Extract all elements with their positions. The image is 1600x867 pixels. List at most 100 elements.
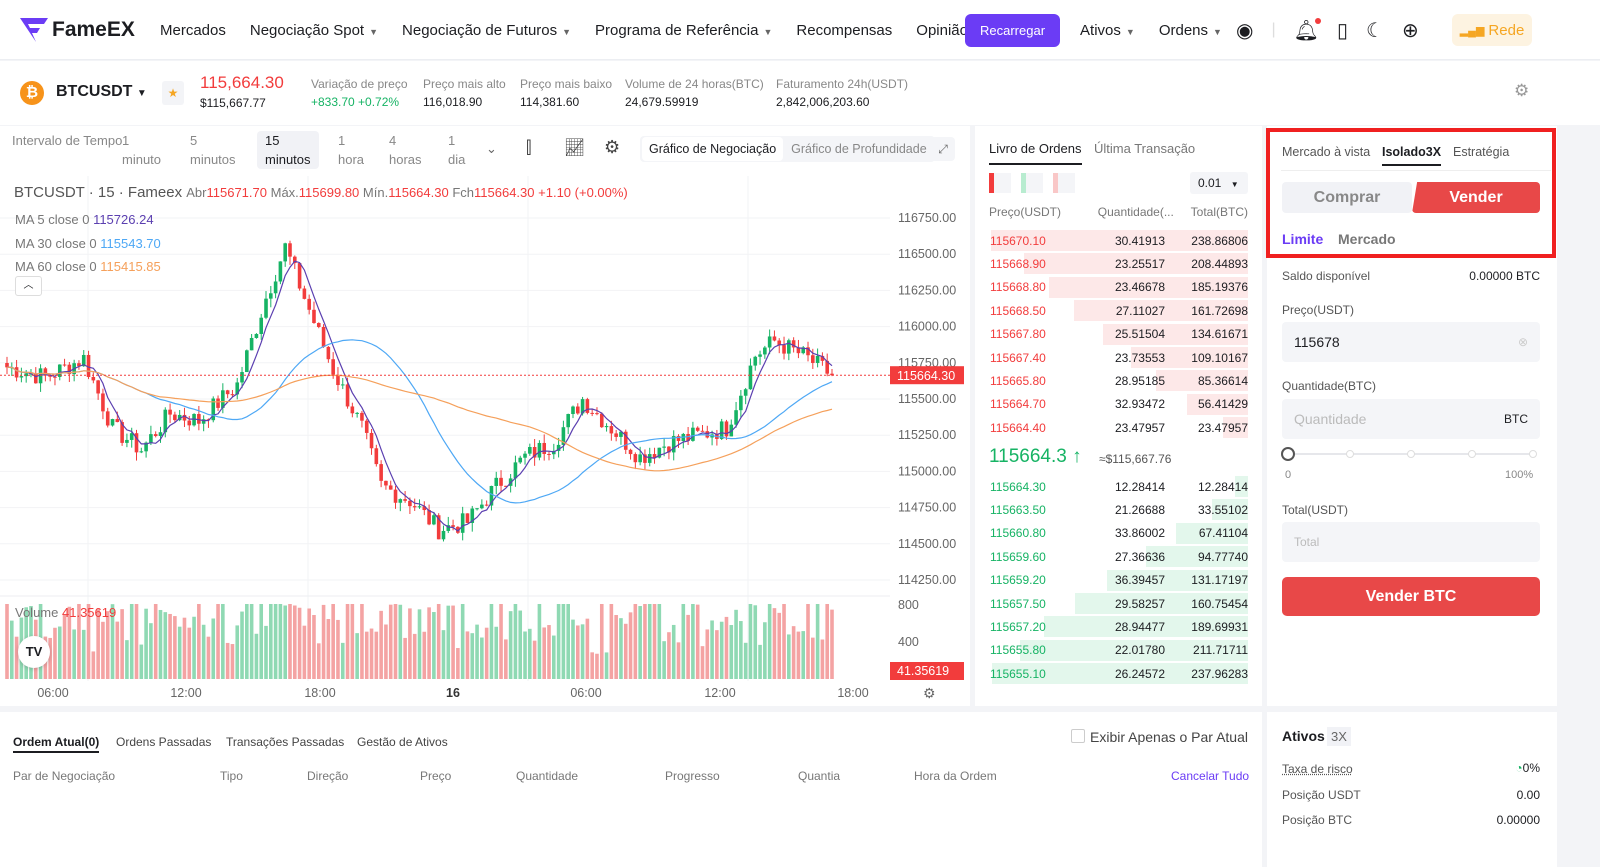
network-button[interactable]: ▂▄▆ Rede <box>1452 14 1532 46</box>
bids-row[interactable]: 115663.50 21.26688 33.55102 <box>990 498 1248 521</box>
collapse-legend-chevron-up-icon[interactable]: ︿ <box>15 276 42 296</box>
book-price: 115664.70 <box>990 397 1046 412</box>
indicator-chart-icon[interactable]: 📈︎ <box>564 138 586 157</box>
book-total: 211.71711 <box>1193 643 1248 658</box>
cancel-all-link[interactable]: Cancelar Tudo <box>1171 769 1250 783</box>
download-icon[interactable]: ▯ <box>1337 19 1349 42</box>
candle-body <box>81 354 86 367</box>
slider-tick[interactable] <box>1529 450 1537 458</box>
tab-asset-management[interactable]: Gestão de Ativos <box>357 735 448 749</box>
nav-markets[interactable]: Mercados <box>160 21 226 39</box>
asks-row[interactable]: 115665.80 28.95185 85.36614 <box>990 369 1248 392</box>
bell-icon[interactable]: 🔔︎ <box>1293 17 1321 42</box>
candlestick-chart[interactable]: 116750.00116500.00116250.00116000.001157… <box>0 176 970 706</box>
volume-bar <box>355 633 359 679</box>
only-current-pair-checkbox[interactable] <box>1071 729 1085 743</box>
sell-tab-button[interactable]: Vender <box>1412 182 1540 213</box>
depth-chart-tab[interactable]: Gráfico de Profundidade <box>791 142 927 156</box>
asks-row[interactable]: 115668.80 23.46678 185.19376 <box>990 276 1248 299</box>
bids-row[interactable]: 115660.80 33.86002 67.41104 <box>990 522 1248 545</box>
moon-icon[interactable]: ☾ <box>1366 19 1384 42</box>
view-asks-icon[interactable] <box>1053 173 1075 193</box>
asks-row[interactable]: 115668.50 27.11027 161.72698 <box>990 299 1248 322</box>
favorite-star-icon[interactable]: ★ <box>162 81 184 105</box>
quantity-input[interactable]: Quantidade BTC <box>1282 399 1540 439</box>
slider-handle[interactable] <box>1281 447 1295 461</box>
settings-gear-icon[interactable]: ⚙ <box>1514 81 1530 100</box>
tab-spot-market[interactable]: Mercado à vista <box>1282 145 1371 159</box>
clear-icon[interactable]: ⊗ <box>1517 335 1528 349</box>
asks-row[interactable]: 115668.90 23.25517 208.44893 <box>990 252 1248 275</box>
candle-body <box>129 433 134 440</box>
tab-last-trades[interactable]: Última Transação <box>1094 141 1196 156</box>
tab-order-history[interactable]: Ordens Passadas <box>116 735 212 749</box>
asks-row[interactable]: 115664.70 32.93472 56.41429 <box>990 393 1248 416</box>
bids-row[interactable]: 115655.80 22.01780 211.71711 <box>990 639 1248 662</box>
interval-option[interactable]: 1 minuto <box>122 131 161 169</box>
col-progress: Progresso <box>665 769 720 783</box>
sell-btc-button[interactable]: Vender BTC <box>1282 577 1540 616</box>
volume-bar <box>441 630 446 679</box>
tab-current-orders[interactable]: Ordem Atual(0) <box>13 735 100 753</box>
interval-option[interactable]: 5 minutos <box>190 131 236 169</box>
candle-body <box>5 362 9 368</box>
time-settings-icon[interactable]: ⚙ <box>923 685 936 701</box>
nav-orders[interactable]: Ordens ▼ <box>1159 22 1222 39</box>
globe-icon[interactable]: ⊕ <box>1401 19 1419 42</box>
tab-isolated-3x[interactable]: Isolado3X <box>1382 145 1442 166</box>
slider-tick[interactable] <box>1468 450 1476 458</box>
pair-selector[interactable]: BTCUSDT ▼ <box>56 83 147 101</box>
tab-strategy[interactable]: Estratégia <box>1453 145 1510 159</box>
candle-body <box>556 444 561 451</box>
bids-row[interactable]: 115664.30 12.28414 12.28414 <box>990 475 1248 498</box>
volume-bar <box>801 631 806 679</box>
candle-body <box>216 398 220 408</box>
view-both-icon[interactable] <box>989 173 1011 193</box>
trading-chart-tab[interactable]: Gráfico de Negociação <box>642 137 784 161</box>
candle-body <box>283 243 287 262</box>
asks-row[interactable]: 115667.40 23.73553 109.10167 <box>990 346 1248 369</box>
candle-body <box>269 293 273 299</box>
tab-order-book[interactable]: Livro de Ordens <box>989 141 1082 165</box>
asks-row[interactable]: 115670.10 30.41913 238.86806 <box>990 229 1248 252</box>
order-type-limit[interactable]: Limite <box>1282 231 1324 247</box>
interval-option[interactable]: 1 dia <box>448 131 465 169</box>
bids-row[interactable]: 115655.10 26.24572 237.96283 <box>990 662 1248 685</box>
price-input[interactable]: 115678 ⊗ <box>1282 322 1540 362</box>
more-intervals-chevron-icon[interactable]: ⌄ <box>486 141 497 156</box>
interval-option[interactable]: 15 minutos <box>257 131 319 169</box>
tab-trade-history[interactable]: Transações Passadas <box>226 735 345 749</box>
buy-tab-button[interactable]: Comprar <box>1282 182 1412 213</box>
nav-spot[interactable]: Negociação Spot ▼ <box>250 22 378 39</box>
bids-row[interactable]: 115659.60 27.36636 94.77740 <box>990 545 1248 568</box>
nav-assets[interactable]: Ativos ▼ <box>1080 22 1135 39</box>
view-bids-icon[interactable] <box>1021 173 1043 193</box>
nav-referral[interactable]: Programa de Referência ▼ <box>595 22 772 39</box>
volume-bar <box>374 631 379 679</box>
bids-row[interactable]: 115659.20 36.39457 131.17197 <box>990 569 1248 592</box>
candlestick-type-icon[interactable]: ⫿ <box>526 138 532 157</box>
bids-row[interactable]: 115657.50 29.58257 160.75454 <box>990 592 1248 615</box>
nav-feedback[interactable]: Opinião <box>916 21 968 39</box>
nav-futures[interactable]: Negociação de Futuros ▼ <box>402 22 571 39</box>
user-icon[interactable]: ◉ <box>1236 19 1254 42</box>
tradingview-logo-icon[interactable]: TV <box>18 636 50 668</box>
bids-row[interactable]: 115657.20 28.94477 189.69931 <box>990 615 1248 638</box>
volume-bar <box>528 628 532 679</box>
precision-select[interactable]: 0.01 ▼ <box>1190 172 1248 194</box>
total-input[interactable]: Total <box>1282 522 1540 562</box>
asks-row[interactable]: 115664.40 23.47957 23.47957 <box>990 416 1248 439</box>
slider-tick[interactable] <box>1407 450 1415 458</box>
interval-option[interactable]: 4 horas <box>389 131 422 169</box>
fullscreen-icon[interactable]: ⤢ <box>931 137 955 161</box>
nav-rewards[interactable]: Recompensas <box>796 21 893 39</box>
interval-option[interactable]: 1 hora <box>338 131 364 169</box>
slider-tick[interactable] <box>1346 450 1354 458</box>
chart-settings-gear-icon[interactable]: ⚙ <box>604 137 621 157</box>
recharge-button[interactable]: Recarregar <box>965 13 1061 47</box>
book-total: 12.28414 <box>1197 479 1248 494</box>
order-type-market[interactable]: Mercado <box>1338 231 1396 247</box>
logo[interactable]: FameEX <box>20 0 135 60</box>
asks-row[interactable]: 115667.80 25.51504 134.61671 <box>990 323 1248 346</box>
caret-down-icon: ▼ <box>562 26 572 37</box>
